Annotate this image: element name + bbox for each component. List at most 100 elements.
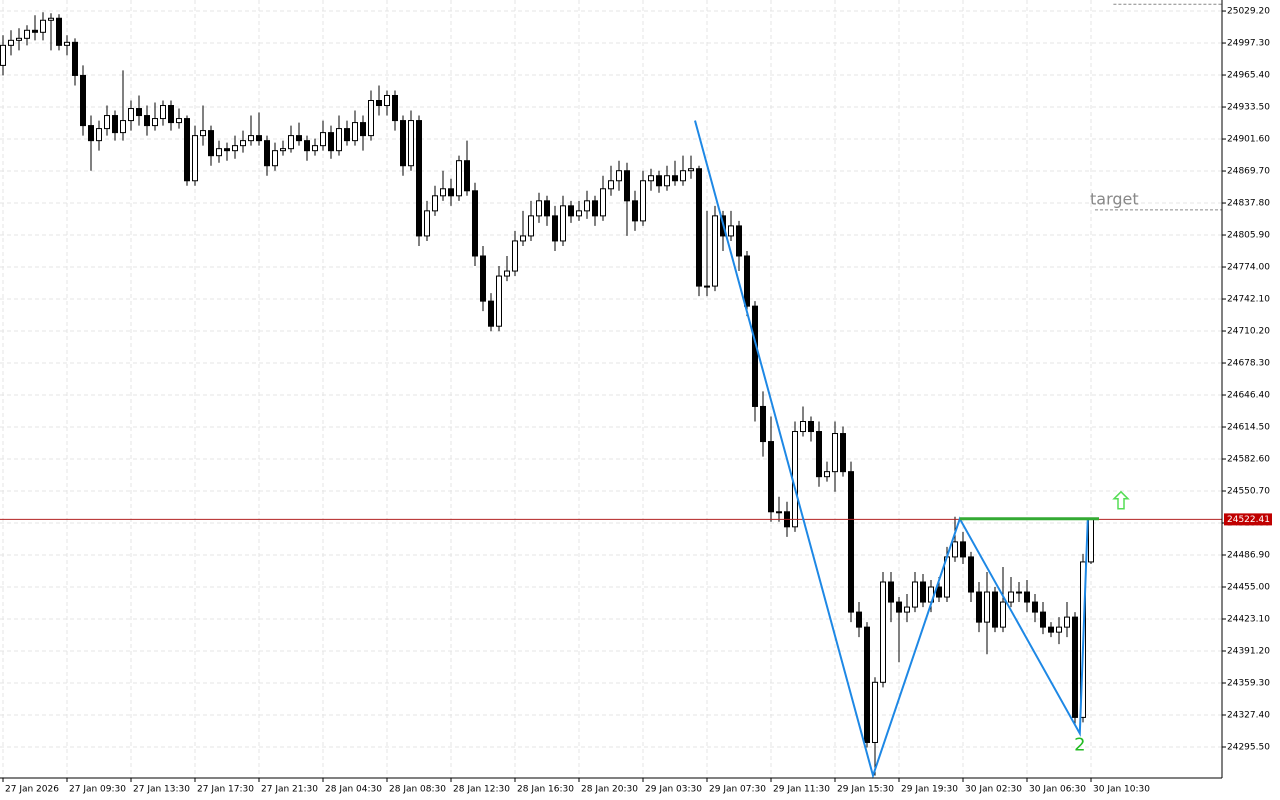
- candle-body: [976, 591, 982, 623]
- candle-body: [96, 128, 102, 142]
- candle-body: [120, 120, 126, 134]
- candle-body: [344, 128, 350, 142]
- candle-body: [696, 168, 702, 287]
- candle-body: [288, 135, 294, 150]
- x-tick-label: 29 Jan 15:30: [837, 785, 894, 795]
- candle-body: [856, 611, 862, 628]
- candle-body: [16, 37, 22, 41]
- candle-body: [48, 17, 54, 21]
- candle-body: [296, 135, 302, 142]
- price-box: [1224, 513, 1272, 526]
- candle-body: [952, 541, 958, 558]
- candle-body: [576, 210, 582, 217]
- candle-body: [752, 305, 758, 407]
- candle-body: [832, 433, 838, 473]
- candle-body: [992, 591, 998, 628]
- candle-body: [216, 148, 222, 157]
- candle-body: [776, 511, 782, 514]
- candle-body: [232, 145, 238, 152]
- candle-body: [184, 118, 190, 182]
- y-tick-label: 24869.70: [1227, 167, 1270, 177]
- candle-body: [736, 225, 742, 257]
- candle-body: [680, 170, 686, 182]
- candle-body: [616, 170, 622, 182]
- candle-body: [88, 125, 94, 142]
- candle-body: [1040, 611, 1046, 628]
- x-tick-label: 30 Jan 02:30: [965, 785, 1022, 795]
- candle-body: [368, 100, 374, 137]
- candle-body: [896, 601, 902, 613]
- candle-body: [840, 433, 846, 473]
- candle-body: [40, 19, 46, 33]
- candle-body: [568, 205, 574, 217]
- candle-body: [712, 215, 718, 287]
- candle-body: [1024, 591, 1030, 603]
- y-tick-label: 24837.80: [1227, 199, 1270, 209]
- candle-body: [200, 130, 206, 137]
- candle-body: [376, 100, 382, 107]
- candle-body: [504, 270, 510, 277]
- candle-body: [152, 118, 158, 127]
- y-tick-label: 24678.30: [1227, 359, 1270, 369]
- candle-body: [560, 205, 566, 242]
- axis-labels: 25029.20 24997.30 24965.40 24933.50 24901.60…: [2, 7, 1272, 795]
- candle-body: [672, 175, 678, 182]
- candle-body: [304, 140, 310, 152]
- x-tick-label: 29 Jan 07:30: [709, 785, 766, 795]
- candle-body: [432, 195, 438, 212]
- candle-body: [176, 118, 182, 124]
- candle-body: [888, 581, 894, 603]
- candle-body: [768, 441, 774, 513]
- candle-body: [688, 168, 694, 172]
- candle-body: [528, 215, 534, 237]
- candle-body: [920, 581, 926, 603]
- x-tick-label: 27 Jan 17:30: [197, 785, 254, 795]
- candle-body: [360, 122, 366, 137]
- candle-body: [112, 115, 118, 134]
- x-tick-label: 29 Jan 03:30: [645, 785, 702, 795]
- candle-body: [248, 135, 254, 142]
- candle-body: [480, 255, 486, 302]
- candle-body: [1048, 626, 1054, 633]
- candle-body: [904, 606, 910, 613]
- candle-body: [56, 17, 62, 46]
- candle-body: [160, 105, 166, 120]
- x-tick-label: 28 Jan 12:30: [453, 785, 510, 795]
- candle-body: [600, 188, 606, 217]
- candle-body: [24, 29, 30, 39]
- candle-body: [72, 41, 78, 76]
- candle-body: [960, 541, 966, 558]
- y-tick-label: 24550.70: [1227, 487, 1270, 497]
- candle-body: [912, 581, 918, 608]
- candle-body: [144, 115, 150, 127]
- grid: [0, 0, 1222, 778]
- candle-body: [328, 132, 334, 152]
- y-tick-label: 24423.10: [1227, 615, 1270, 625]
- candle-body: [800, 421, 806, 433]
- candle-body: [584, 200, 590, 212]
- candle-body: [104, 115, 110, 130]
- x-tick-label: 27 Jan 13:30: [133, 785, 190, 795]
- candle-body: [984, 591, 990, 623]
- candle-body: [336, 128, 342, 152]
- candle-body: [704, 285, 710, 288]
- candle-body: [464, 160, 470, 192]
- candle-body: [136, 108, 142, 117]
- candle-body: [760, 405, 766, 443]
- candle-body: [456, 160, 462, 197]
- candle-body: [664, 175, 670, 187]
- price-label: 24522.41: [1227, 515, 1270, 525]
- x-tick-label: 28 Jan 08:30: [389, 785, 446, 795]
- candle-body: [592, 200, 598, 217]
- candle-body: [80, 74, 86, 127]
- candle-body: [544, 200, 550, 217]
- x-tick-label: 30 Jan 10:30: [1093, 785, 1150, 795]
- candle-body: [0, 44, 6, 66]
- candle-body: [632, 200, 638, 222]
- candle-body: [424, 210, 430, 237]
- y-tick-label: 24901.60: [1227, 135, 1270, 145]
- y-tick-label: 24774.00: [1227, 263, 1270, 273]
- x-tick-label: 27 Jan 2026: [5, 785, 59, 795]
- candle-body: [848, 471, 854, 613]
